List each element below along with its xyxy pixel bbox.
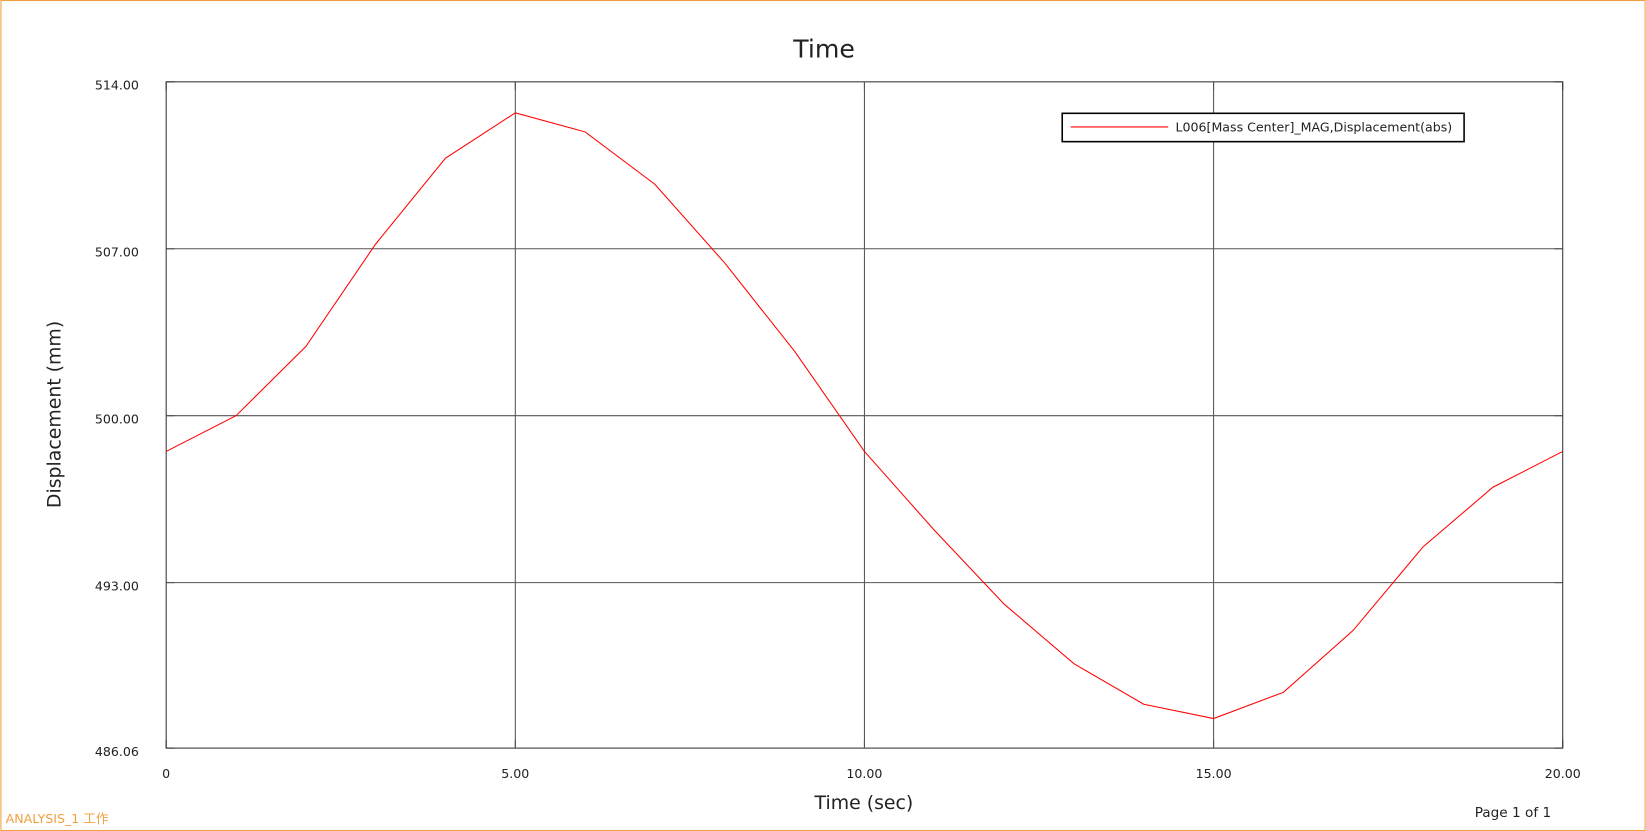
data-line	[165, 112, 1563, 720]
legend-label: L006[Mass Center]_MAG,Displacement(abs)	[1176, 120, 1453, 135]
y-tick-label: 493.00	[95, 578, 139, 593]
y-axis-label: Displacement (mm)	[43, 321, 65, 508]
y-tick-label: 514.00	[95, 78, 139, 93]
x-tick-label: 20.00	[1545, 766, 1581, 781]
x-tick-label: 0	[162, 766, 170, 781]
y-tick-label: 500.00	[95, 411, 139, 426]
x-tick-label: 5.00	[501, 766, 529, 781]
footer-right: Page 1 of 1	[1475, 805, 1551, 821]
x-tick-label: 15.00	[1196, 766, 1232, 781]
x-tick-label: 10.00	[846, 766, 882, 781]
y-tick-label: 507.00	[95, 244, 139, 259]
x-axis-label: Time (sec)	[814, 792, 914, 814]
y-tick-label: 486.06	[95, 744, 139, 759]
chart-title: Time	[792, 34, 855, 63]
footer-left: ANALYSIS_1 工作	[6, 811, 109, 826]
